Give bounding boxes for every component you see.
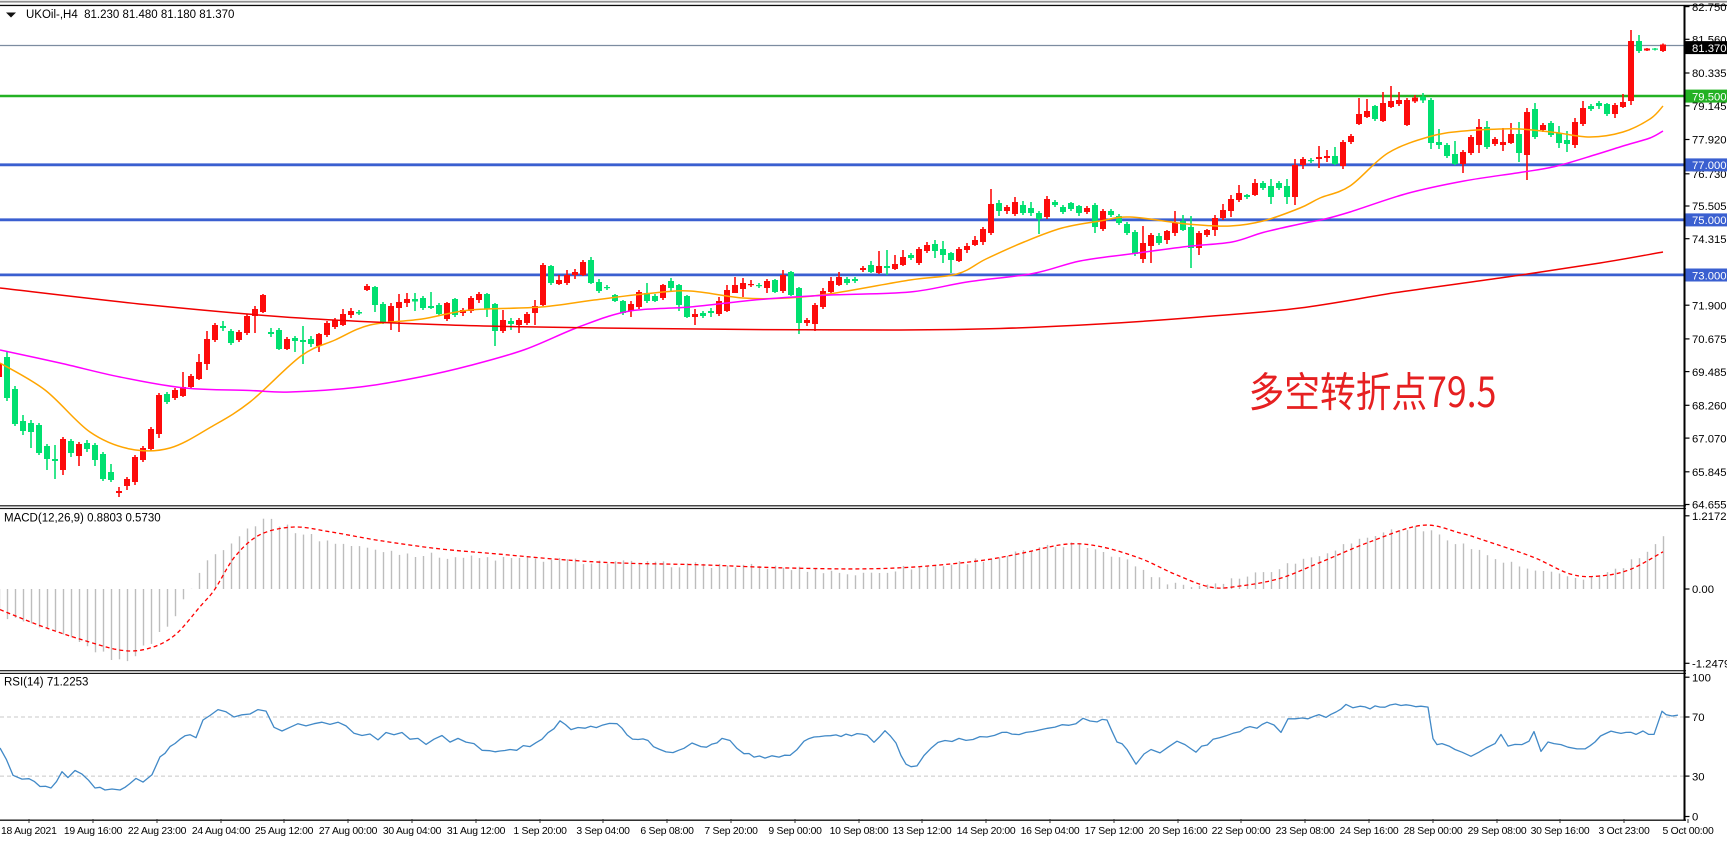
svg-text:77.920: 77.920 <box>1692 135 1727 147</box>
svg-text:0: 0 <box>1692 812 1698 824</box>
svg-text:27 Aug 00:00: 27 Aug 00:00 <box>319 826 378 837</box>
svg-text:79.145: 79.145 <box>1692 101 1727 113</box>
svg-text:0.00: 0.00 <box>1692 584 1714 596</box>
svg-text:71.900: 71.900 <box>1692 300 1727 312</box>
svg-text:69.485: 69.485 <box>1692 367 1727 379</box>
svg-text:67.070: 67.070 <box>1692 433 1727 445</box>
svg-text:18 Aug 2021: 18 Aug 2021 <box>1 826 57 837</box>
svg-text:28 Sep 00:00: 28 Sep 00:00 <box>1404 826 1463 837</box>
svg-text:65.845: 65.845 <box>1692 467 1727 479</box>
svg-text:23 Sep 08:00: 23 Sep 08:00 <box>1276 826 1335 837</box>
svg-text:3 Sep 04:00: 3 Sep 04:00 <box>576 826 630 837</box>
svg-text:22 Aug 23:00: 22 Aug 23:00 <box>128 826 187 837</box>
svg-text:30: 30 <box>1692 771 1705 783</box>
svg-text:RSI(14) 71.2253: RSI(14) 71.2253 <box>4 677 88 689</box>
svg-text:80.335: 80.335 <box>1692 68 1727 80</box>
svg-text:73.000: 73.000 <box>1692 270 1727 282</box>
svg-text:75.000: 75.000 <box>1692 215 1727 227</box>
svg-text:10 Sep 08:00: 10 Sep 08:00 <box>830 826 889 837</box>
svg-text:68.260: 68.260 <box>1692 401 1727 413</box>
svg-text:82.750: 82.750 <box>1692 2 1727 14</box>
svg-text:70.675: 70.675 <box>1692 334 1727 346</box>
svg-text:75.505: 75.505 <box>1692 201 1727 213</box>
svg-text:24 Aug 04:00: 24 Aug 04:00 <box>192 826 251 837</box>
svg-text:3 Oct 23:00: 3 Oct 23:00 <box>1599 826 1650 837</box>
svg-text:30 Aug 04:00: 30 Aug 04:00 <box>383 826 442 837</box>
svg-text:31 Aug 12:00: 31 Aug 12:00 <box>447 826 506 837</box>
svg-text:19 Aug 16:00: 19 Aug 16:00 <box>64 826 123 837</box>
svg-text:74.315: 74.315 <box>1692 234 1727 246</box>
svg-text:81.370: 81.370 <box>1692 43 1727 55</box>
svg-text:UKOil-,H4 81.230 81.480 81.18: UKOil-,H4 81.230 81.480 81.180 81.370 <box>26 9 234 21</box>
svg-text:1.2172: 1.2172 <box>1692 511 1727 523</box>
svg-text:77.000: 77.000 <box>1692 160 1727 172</box>
svg-text:20 Sep 16:00: 20 Sep 16:00 <box>1149 826 1208 837</box>
svg-text:24 Sep 16:00: 24 Sep 16:00 <box>1340 826 1399 837</box>
svg-text:100: 100 <box>1692 672 1711 684</box>
svg-text:13 Sep 12:00: 13 Sep 12:00 <box>893 826 952 837</box>
svg-text:76.730: 76.730 <box>1692 169 1727 181</box>
svg-text:17 Sep 12:00: 17 Sep 12:00 <box>1085 826 1144 837</box>
svg-text:7 Sep 20:00: 7 Sep 20:00 <box>704 826 758 837</box>
svg-text:6 Sep 08:00: 6 Sep 08:00 <box>640 826 694 837</box>
svg-text:29 Sep 08:00: 29 Sep 08:00 <box>1468 826 1527 837</box>
svg-text:16 Sep 04:00: 16 Sep 04:00 <box>1021 826 1080 837</box>
svg-text:30 Sep 16:00: 30 Sep 16:00 <box>1531 826 1590 837</box>
svg-text:MACD(12,26,9) 0.8803 0.5730: MACD(12,26,9) 0.8803 0.5730 <box>4 513 161 525</box>
svg-text:70: 70 <box>1692 712 1705 724</box>
svg-text:5 Oct 00:00: 5 Oct 00:00 <box>1663 826 1714 837</box>
svg-text:1 Sep 20:00: 1 Sep 20:00 <box>513 826 567 837</box>
svg-text:14 Sep 20:00: 14 Sep 20:00 <box>957 826 1016 837</box>
svg-text:22 Sep 00:00: 22 Sep 00:00 <box>1212 826 1271 837</box>
svg-text:79.500: 79.500 <box>1692 91 1727 103</box>
svg-text:-1.2479: -1.2479 <box>1692 659 1727 671</box>
svg-text:9 Sep 00:00: 9 Sep 00:00 <box>768 826 822 837</box>
svg-text:25 Aug 12:00: 25 Aug 12:00 <box>255 826 314 837</box>
svg-text:64.655: 64.655 <box>1692 500 1727 512</box>
